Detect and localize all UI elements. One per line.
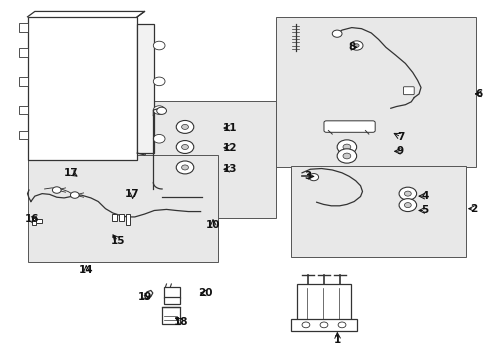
Bar: [19, 23, 27, 32]
Circle shape: [353, 44, 358, 47]
Bar: [27, 155, 217, 262]
Text: 5: 5: [421, 206, 427, 216]
Circle shape: [349, 41, 362, 50]
Bar: [125, 214, 130, 225]
Text: 2: 2: [469, 204, 476, 214]
Text: 4: 4: [420, 191, 427, 201]
Circle shape: [181, 144, 188, 149]
Circle shape: [342, 153, 350, 159]
Text: 10: 10: [205, 220, 220, 230]
Bar: [291, 319, 356, 330]
Text: 16: 16: [25, 215, 40, 224]
Circle shape: [176, 121, 193, 134]
Bar: [19, 48, 27, 57]
Circle shape: [404, 191, 410, 196]
Bar: [276, 17, 475, 167]
Bar: [163, 297, 179, 304]
Text: 1: 1: [333, 334, 340, 345]
Text: 14: 14: [79, 265, 93, 275]
Bar: [19, 77, 27, 86]
Bar: [27, 17, 137, 160]
Text: 15: 15: [110, 236, 125, 246]
Bar: [163, 287, 179, 298]
FancyBboxPatch shape: [324, 121, 374, 132]
Circle shape: [181, 125, 188, 130]
Text: 6: 6: [474, 89, 481, 99]
Circle shape: [404, 203, 410, 208]
Text: 3: 3: [304, 171, 311, 181]
Bar: [19, 106, 27, 114]
Bar: [290, 166, 466, 257]
Bar: [137, 24, 154, 153]
Text: 7: 7: [396, 132, 404, 142]
Text: 19: 19: [137, 292, 151, 302]
Circle shape: [52, 187, 61, 193]
Circle shape: [181, 165, 188, 170]
Circle shape: [398, 199, 416, 212]
Bar: [161, 307, 180, 324]
Circle shape: [176, 140, 193, 153]
Circle shape: [398, 187, 416, 200]
Circle shape: [337, 322, 345, 328]
Bar: [119, 214, 123, 221]
Circle shape: [153, 77, 164, 86]
Circle shape: [342, 144, 350, 150]
Circle shape: [157, 107, 166, 114]
Circle shape: [302, 322, 309, 328]
Text: 17: 17: [64, 168, 79, 178]
Text: 17: 17: [125, 189, 140, 199]
Text: 12: 12: [222, 143, 237, 153]
Text: 9: 9: [396, 146, 403, 156]
Bar: [112, 214, 117, 221]
Circle shape: [70, 192, 79, 198]
Bar: [19, 131, 27, 139]
Circle shape: [336, 149, 356, 163]
Bar: [144, 101, 276, 218]
Circle shape: [153, 41, 164, 50]
Circle shape: [153, 134, 164, 143]
Circle shape: [331, 30, 341, 37]
Circle shape: [336, 140, 356, 154]
Text: 13: 13: [222, 164, 237, 174]
Circle shape: [320, 322, 327, 328]
Circle shape: [308, 174, 318, 181]
Text: 11: 11: [222, 123, 237, 133]
FancyBboxPatch shape: [403, 87, 413, 95]
Circle shape: [176, 161, 193, 174]
Bar: [32, 216, 36, 225]
Text: 8: 8: [347, 42, 355, 52]
Bar: [297, 284, 350, 321]
Circle shape: [153, 106, 164, 114]
Bar: [36, 219, 42, 223]
Text: 20: 20: [198, 288, 212, 298]
Text: 18: 18: [174, 317, 188, 327]
